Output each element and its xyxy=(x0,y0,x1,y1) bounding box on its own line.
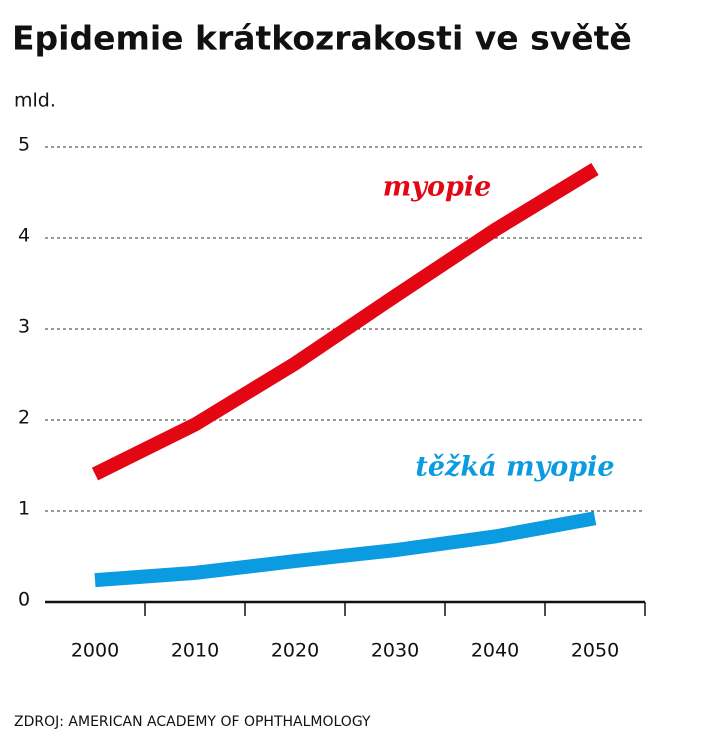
source: ZDROJ: AMERICAN ACADEMY OF OPHTHALMOLOGY xyxy=(14,714,371,730)
x-tick-label: 2010 xyxy=(171,640,219,662)
x-tick-label: 2050 xyxy=(571,640,619,662)
y-tick-label: 5 xyxy=(18,134,30,156)
series-line xyxy=(94,511,597,588)
series-line xyxy=(91,163,599,481)
x-tick-label: 2040 xyxy=(471,640,519,662)
x-tick-label: 2000 xyxy=(71,640,119,662)
y-tick-label: 1 xyxy=(18,498,30,520)
series-label: myopie xyxy=(383,172,492,203)
y-axis-label: mld. xyxy=(14,90,56,112)
y-tick-label: 4 xyxy=(18,225,30,247)
series-label: těžká myopie xyxy=(415,452,614,483)
y-tick-label: 2 xyxy=(18,407,30,429)
y-tick-label: 0 xyxy=(18,589,30,611)
chart-title: Epidemie krátkozrakosti ve světě xyxy=(12,19,632,58)
x-tick-label: 2020 xyxy=(271,640,319,662)
y-tick-label: 3 xyxy=(18,316,30,338)
x-tick-label: 2030 xyxy=(371,640,419,662)
